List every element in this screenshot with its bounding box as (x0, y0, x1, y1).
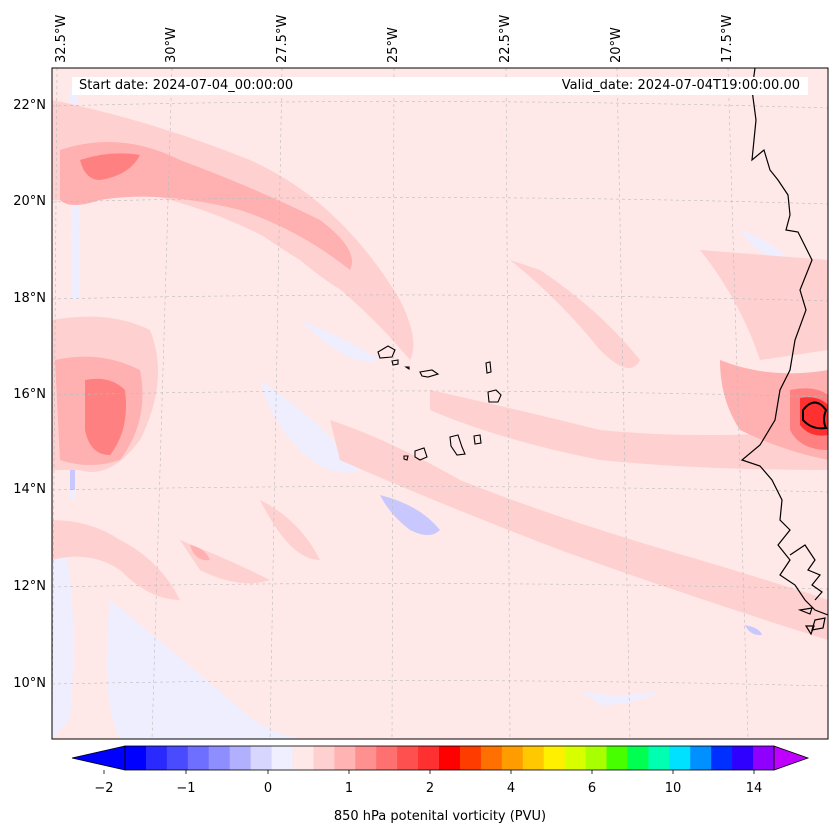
colorbar-segment (439, 746, 461, 770)
map-frame (51, 67, 829, 740)
lon-label: 32.5°W (54, 14, 69, 63)
colorbar-tick-label: 1 (344, 781, 354, 796)
valid-date: Valid_date: 2024-07-04T19:00:00.00 (561, 78, 800, 93)
island-santiago (449, 434, 466, 456)
colorbar-tick-label: −2 (94, 781, 114, 796)
lon-label: 27.5°W (275, 14, 290, 63)
island-santa-luzia (404, 366, 410, 371)
colorbar-label: 850 hPa potenital vorticity (PVU) (333, 809, 547, 824)
colorbar-segment (711, 746, 733, 770)
island-sao-vicente (391, 359, 399, 366)
africa-coast (740, 68, 828, 616)
colorbar-segment (418, 746, 440, 770)
colorbar-tick-label: −1 (176, 781, 196, 796)
colorbar-segment (187, 746, 210, 770)
colorbar-segment (543, 746, 566, 770)
date-header: Start date: 2024-07-04_00:00:00 Valid_da… (72, 77, 808, 95)
colorbar-segment (585, 746, 608, 770)
colorbar-segment (753, 746, 775, 770)
colorbar-segment (166, 746, 189, 770)
lon-label: 20°W (609, 27, 624, 63)
island-santo-antao (377, 345, 396, 359)
lat-label: 16°N (13, 387, 46, 402)
colorbar-segment (397, 746, 419, 770)
map-panel (52, 68, 828, 739)
colorbar-tick-label: 10 (664, 781, 682, 796)
cape-verde-islands (377, 345, 502, 461)
colorbar-segment (480, 746, 503, 770)
colorbar-segment (334, 746, 356, 770)
colorbar-segment (732, 746, 754, 770)
colorbar-segment (459, 746, 482, 770)
lon-label: 17.5°W (720, 14, 735, 63)
lat-label: 18°N (13, 291, 46, 306)
bissagos (797, 607, 826, 636)
colorbar-over-arrow (773, 745, 810, 771)
colorbar-segment (313, 746, 335, 770)
colorbar-segment (355, 746, 377, 770)
colorbar-segment (208, 746, 231, 770)
lon-label: 25°W (386, 27, 401, 63)
colorbar-segment (690, 746, 712, 770)
colorbar-tick-label: 2 (425, 781, 435, 796)
colorbar-tick-label: 6 (587, 781, 597, 796)
graticule (52, 68, 828, 739)
colorbar-segment (229, 746, 252, 770)
senegal-inlet (802, 401, 828, 430)
colorbar (71, 745, 810, 774)
guinea-coast (789, 544, 823, 601)
colorbar-frame (124, 745, 775, 771)
colorbar-segment (501, 746, 524, 770)
colorbar-tick-label: 4 (506, 781, 516, 796)
island-fogo (414, 447, 428, 461)
colorbar-segment (125, 746, 147, 770)
island-sao-nicolau (419, 369, 440, 378)
colorbar-segment (145, 746, 168, 770)
island-boa-vista (487, 389, 502, 403)
colorbar-segment (522, 746, 545, 770)
colorbar-segment (564, 746, 587, 770)
colorbar-segment (627, 746, 649, 770)
colorbar-segment (648, 746, 670, 770)
colorbar-segment (669, 746, 691, 770)
colorbar-tick-label: 0 (263, 781, 273, 796)
island-maio (473, 434, 482, 445)
island-brava (403, 455, 409, 461)
lon-label: 22.5°W (498, 14, 513, 63)
lat-label: 12°N (13, 579, 46, 594)
lat-label: 10°N (13, 676, 46, 691)
colorbar-under-arrow (71, 745, 126, 771)
start-date: Start date: 2024-07-04_00:00:00 (79, 78, 294, 93)
colorbar-segment (606, 746, 628, 770)
coastline (740, 68, 828, 636)
island-sal (485, 361, 492, 374)
lon-label: 30°W (164, 27, 179, 63)
lat-label: 22°N (13, 98, 46, 113)
colorbar-segment (292, 746, 314, 770)
lat-label: 20°N (13, 194, 46, 209)
colorbar-segment (271, 746, 293, 770)
colorbar-segment (376, 746, 398, 770)
colorbar-tick-label: 14 (745, 781, 763, 796)
lat-label: 14°N (13, 482, 46, 497)
colorbar-segment (250, 746, 273, 770)
